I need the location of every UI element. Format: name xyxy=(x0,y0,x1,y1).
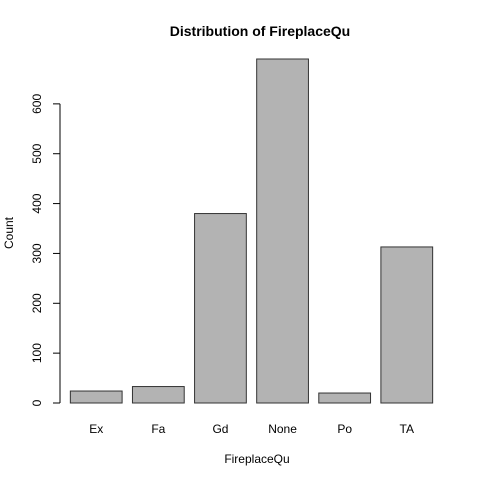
y-axis: 0 100 200 300 400 500 600 xyxy=(30,94,61,406)
y-tick-label-500: 500 xyxy=(30,143,44,163)
y-tick-label-300: 300 xyxy=(30,243,44,263)
x-tick-label-gd: Gd xyxy=(212,422,228,436)
bar-ex xyxy=(69,390,123,404)
bar-none xyxy=(256,58,309,404)
bar-gd xyxy=(194,213,247,404)
x-tick-label-po: Po xyxy=(337,422,352,436)
y-tick-label-100: 100 xyxy=(30,343,44,363)
y-tick-label-600: 600 xyxy=(30,94,44,114)
y-tick-label-400: 400 xyxy=(30,193,44,213)
chart-title: Distribution of FireplaceQu xyxy=(170,23,350,39)
x-tick-label-ex: Ex xyxy=(89,422,103,436)
bar-fa xyxy=(131,386,185,404)
x-tick-label-ta: TA xyxy=(400,422,414,436)
bar-ta xyxy=(380,246,434,404)
x-tick-label-fa: Fa xyxy=(151,422,165,436)
y-axis-label: Count xyxy=(2,216,16,249)
x-axis-label: FireplaceQu xyxy=(224,452,289,466)
x-tick-labels: Ex Fa Gd None Po TA xyxy=(89,422,414,436)
y-tick-label-200: 200 xyxy=(30,293,44,313)
bar-po xyxy=(318,392,372,404)
bars-group xyxy=(69,58,434,404)
y-tick-label-0: 0 xyxy=(30,399,44,406)
x-tick-label-none: None xyxy=(268,422,297,436)
